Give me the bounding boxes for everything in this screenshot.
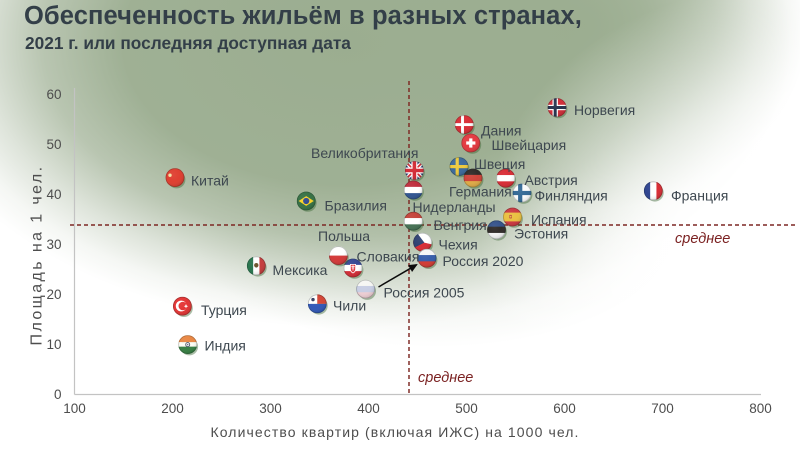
svg-text:50: 50 bbox=[46, 137, 61, 152]
svg-text:среднее: среднее bbox=[418, 370, 473, 386]
svg-text:Австрия: Австрия bbox=[525, 172, 578, 188]
svg-text:Чехия: Чехия bbox=[439, 236, 478, 252]
svg-text:20: 20 bbox=[46, 287, 61, 302]
svg-text:Дания: Дания bbox=[481, 122, 521, 138]
svg-text:0: 0 bbox=[54, 387, 62, 402]
svg-text:Нидерланды: Нидерланды bbox=[413, 199, 496, 215]
svg-text:Мексика: Мексика bbox=[273, 262, 328, 278]
svg-text:Количество квартир (включая ИЖ: Количество квартир (включая ИЖС) на 1000… bbox=[210, 424, 579, 440]
svg-text:Испания: Испания bbox=[531, 211, 587, 227]
svg-text:Турция: Турция bbox=[201, 302, 247, 318]
svg-text:10: 10 bbox=[46, 337, 61, 352]
svg-text:Россия 2020: Россия 2020 bbox=[443, 253, 524, 269]
svg-text:500: 500 bbox=[455, 401, 478, 416]
svg-text:Великобритания: Великобритания bbox=[311, 145, 419, 161]
svg-text:Норвегия: Норвегия bbox=[574, 102, 635, 118]
svg-text:Индия: Индия bbox=[205, 337, 246, 353]
svg-text:60: 60 bbox=[46, 87, 61, 102]
svg-text:Бразилия: Бразилия bbox=[325, 197, 387, 213]
svg-text:среднее: среднее bbox=[675, 231, 730, 247]
svg-text:Венгрия: Венгрия bbox=[434, 217, 487, 233]
svg-text:Финляндия: Финляндия bbox=[535, 187, 608, 203]
svg-text:Площадь на 1 чел.: Площадь на 1 чел. bbox=[29, 165, 46, 346]
svg-text:Швейцария: Швейцария bbox=[492, 137, 567, 153]
svg-text:800: 800 bbox=[749, 401, 772, 416]
svg-text:40: 40 bbox=[46, 187, 61, 202]
svg-text:30: 30 bbox=[46, 237, 61, 252]
svg-text:Франция: Франция bbox=[671, 187, 728, 203]
svg-text:Чили: Чили bbox=[333, 297, 366, 313]
svg-text:400: 400 bbox=[357, 401, 380, 416]
svg-text:Германия: Германия bbox=[449, 183, 512, 199]
svg-text:Китай: Китай bbox=[191, 172, 229, 188]
svg-text:Польша: Польша bbox=[318, 228, 370, 244]
svg-text:Эстония: Эстония bbox=[514, 225, 568, 241]
svg-text:Россия 2005: Россия 2005 bbox=[384, 284, 465, 300]
svg-text:700: 700 bbox=[651, 401, 674, 416]
svg-text:200: 200 bbox=[161, 401, 184, 416]
svg-text:600: 600 bbox=[553, 401, 576, 416]
svg-text:100: 100 bbox=[63, 401, 86, 416]
svg-text:300: 300 bbox=[259, 401, 282, 416]
svg-text:Швеция: Швеция bbox=[474, 156, 525, 172]
svg-text:Словакия: Словакия bbox=[357, 248, 420, 264]
